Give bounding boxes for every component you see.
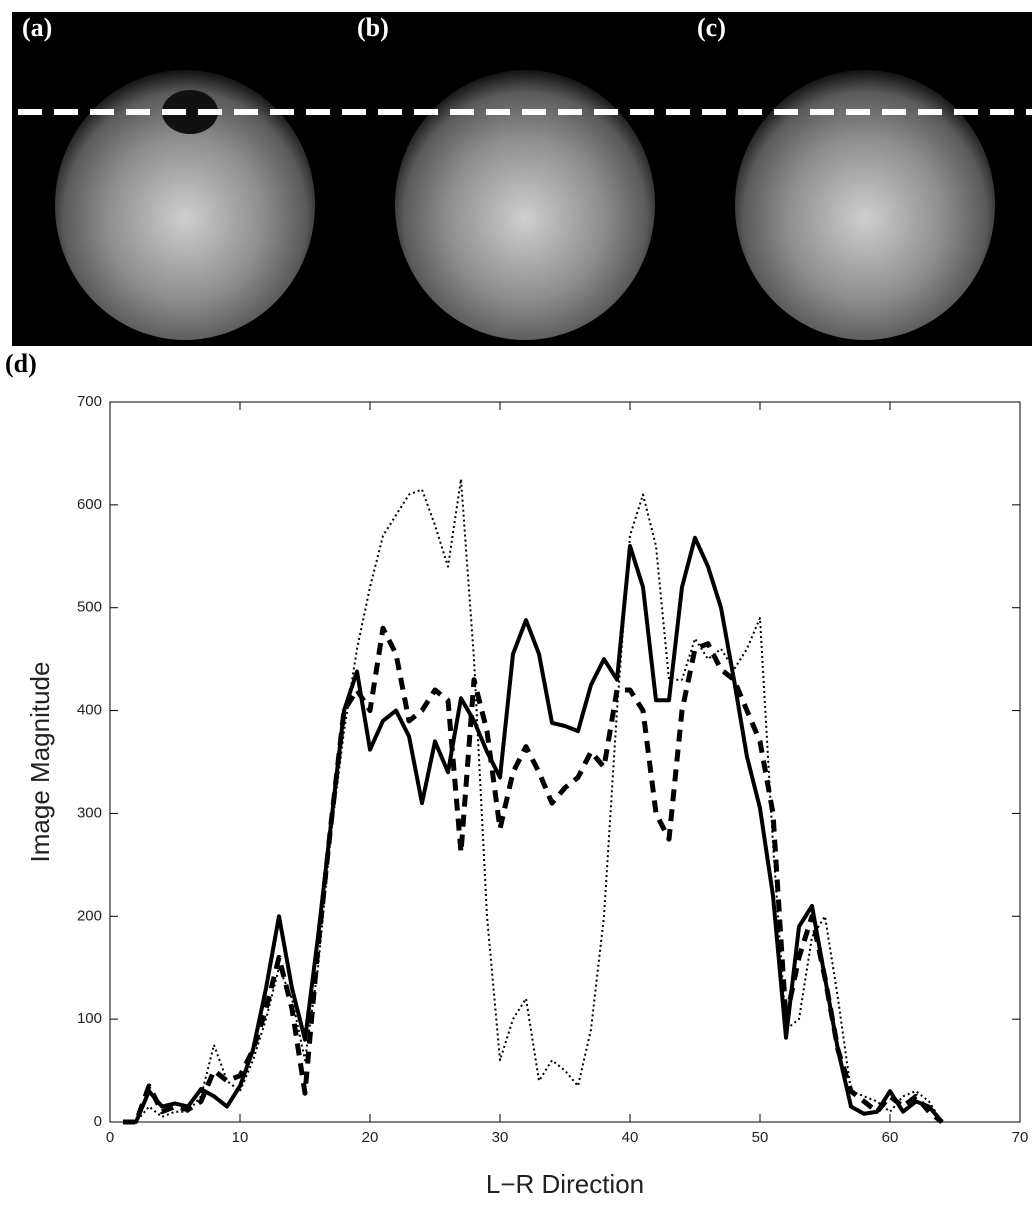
x-tick-label: 0 bbox=[106, 1129, 114, 1146]
data-line bbox=[123, 478, 943, 1123]
panel-label: (a) bbox=[22, 13, 52, 42]
x-tick-label: 60 bbox=[882, 1129, 899, 1146]
x-tick-label: 30 bbox=[492, 1129, 509, 1146]
y-tick-label: 700 bbox=[77, 393, 102, 410]
x-tick-label: 40 bbox=[622, 1129, 639, 1146]
y-tick-label: 500 bbox=[77, 599, 102, 616]
data-line bbox=[123, 535, 944, 1124]
y-tick-label: 400 bbox=[77, 702, 102, 719]
brain-image bbox=[735, 70, 995, 340]
y-axis-title: Image Magnitude bbox=[25, 662, 55, 863]
plot-frame bbox=[109, 401, 1021, 1123]
x-tick-label: 10 bbox=[232, 1129, 249, 1146]
panel-label: (c) bbox=[697, 13, 726, 42]
x-axis-title: L−R Direction bbox=[486, 1169, 644, 1199]
image-dark-region bbox=[162, 90, 218, 134]
y-tick-label: 100 bbox=[77, 1010, 102, 1027]
image-strip: (a) (b) (c) bbox=[12, 12, 1032, 346]
x-tick-label: 20 bbox=[362, 1129, 379, 1146]
panel-label: (d) bbox=[5, 349, 37, 378]
y-tick-label: 0 bbox=[94, 1113, 102, 1130]
y-tick-label: 600 bbox=[77, 496, 102, 513]
x-tick-label: 50 bbox=[752, 1129, 769, 1146]
brain-image bbox=[395, 70, 655, 340]
y-tick-label: 200 bbox=[77, 907, 102, 924]
data-line bbox=[123, 625, 944, 1125]
x-tick-label: 70 bbox=[1012, 1129, 1029, 1146]
brain-image bbox=[55, 70, 315, 340]
panel-label: (b) bbox=[357, 13, 389, 42]
y-tick-label: 300 bbox=[77, 804, 102, 821]
